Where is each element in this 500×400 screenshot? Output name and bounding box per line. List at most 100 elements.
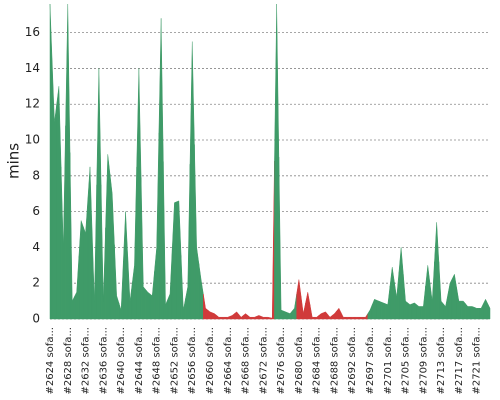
y-tick-label: 0 xyxy=(32,312,40,326)
area-slice xyxy=(56,86,62,320)
x-tick-label: #2624 sofa... xyxy=(45,327,56,395)
x-tick-label: #2680 sofa... xyxy=(294,327,305,395)
area-slice xyxy=(443,294,449,320)
area-slice xyxy=(167,248,173,320)
area-slice xyxy=(171,201,177,320)
area-slice xyxy=(456,287,462,320)
area-slice xyxy=(336,307,342,320)
area-slice xyxy=(283,310,289,320)
area-slice xyxy=(194,144,200,320)
area-slice xyxy=(51,63,57,320)
area-slice xyxy=(229,313,235,320)
y-tick-label: 2 xyxy=(32,276,40,290)
y-tick-label: 4 xyxy=(32,240,40,254)
area-slice xyxy=(429,261,435,320)
area-slice xyxy=(434,222,440,320)
x-tick-label: #2672 sofa... xyxy=(258,327,269,395)
area-slice xyxy=(238,313,244,320)
area-slice xyxy=(345,316,351,320)
x-tick-label: #2664 sofa... xyxy=(223,327,234,395)
area-slice xyxy=(327,313,333,320)
area-slice xyxy=(309,304,315,320)
area-slice xyxy=(109,174,115,320)
area-slice xyxy=(447,278,453,320)
area-slice xyxy=(291,293,297,320)
x-tick-label: #2684 sofa... xyxy=(312,327,323,395)
y-axis-label: mins xyxy=(5,143,23,179)
area-slice xyxy=(403,274,409,320)
area-slice xyxy=(251,315,257,320)
area-slice xyxy=(154,132,160,320)
area-slice xyxy=(91,184,97,320)
area-slice xyxy=(478,303,484,320)
area-slice xyxy=(354,316,360,320)
area-slice xyxy=(323,311,329,320)
area-slice xyxy=(243,313,249,320)
area-slice xyxy=(389,267,395,320)
area-slice xyxy=(380,301,386,320)
area-slice xyxy=(274,3,280,320)
x-tick-label: #2656 sofa... xyxy=(187,327,198,395)
x-tick-label: #2652 sofa... xyxy=(169,327,180,395)
area-slice xyxy=(483,298,489,320)
area-slice xyxy=(123,211,129,320)
area-slice xyxy=(83,199,89,320)
area-slice xyxy=(96,68,102,320)
area-slice xyxy=(225,315,231,320)
area-slice xyxy=(371,298,377,320)
area-slice xyxy=(265,316,271,320)
area-slice xyxy=(163,161,169,320)
area-slice xyxy=(105,154,111,320)
area-slice xyxy=(180,255,186,320)
area-slice xyxy=(349,316,355,320)
area-slice xyxy=(74,256,80,320)
x-tick-label: #2628 sofa... xyxy=(63,327,74,395)
area-slice xyxy=(416,304,422,320)
area-slice xyxy=(247,314,253,320)
x-tick-label: #2701 sofa... xyxy=(383,327,394,395)
area-slice xyxy=(407,302,413,320)
area-slice xyxy=(460,300,466,320)
area-slice xyxy=(394,272,400,320)
x-tick-label: #2640 sofa... xyxy=(116,327,127,395)
area-slice xyxy=(398,247,404,320)
area-slice xyxy=(203,293,209,320)
area-slice xyxy=(465,303,471,320)
area-slice xyxy=(420,285,426,320)
x-tick-label: #2692 sofa... xyxy=(347,327,358,395)
area-slice xyxy=(340,312,346,320)
area-slice xyxy=(376,299,382,320)
area-slice xyxy=(487,303,491,320)
area-slice xyxy=(114,244,120,320)
area-slice xyxy=(189,41,195,320)
area-slice xyxy=(136,68,142,320)
area-slice xyxy=(256,315,262,320)
area-slice xyxy=(367,304,373,320)
x-tick-label: #2648 sofa... xyxy=(152,327,163,395)
area-slice xyxy=(100,184,106,320)
area-slice xyxy=(234,311,240,320)
x-tick-label: #2632 sofa... xyxy=(81,327,92,395)
area-slice xyxy=(87,166,93,320)
x-tick-label: #2697 sofa... xyxy=(365,327,376,395)
area-slice xyxy=(260,315,266,320)
area-slice xyxy=(211,312,217,320)
area-slice xyxy=(118,260,124,320)
area-slice xyxy=(65,3,71,320)
area-slice xyxy=(331,310,337,320)
y-tick-label: 6 xyxy=(32,204,40,218)
area-slice xyxy=(131,166,137,320)
area-slice xyxy=(300,296,306,320)
area-slice xyxy=(287,310,293,320)
x-tick-label: #2717 sofa... xyxy=(454,327,465,395)
y-tick-label: 10 xyxy=(25,133,40,147)
x-tick-label: #2676 sofa... xyxy=(276,327,287,395)
y-tick-label: 8 xyxy=(32,168,40,182)
x-tick-label: #2644 sofa... xyxy=(134,327,145,395)
area-slice xyxy=(296,279,302,320)
x-tick-label: #2709 sofa... xyxy=(418,327,429,395)
area-slice xyxy=(451,273,457,320)
area-slice xyxy=(140,177,146,320)
area-slice xyxy=(269,161,275,320)
area-slice xyxy=(305,292,311,320)
